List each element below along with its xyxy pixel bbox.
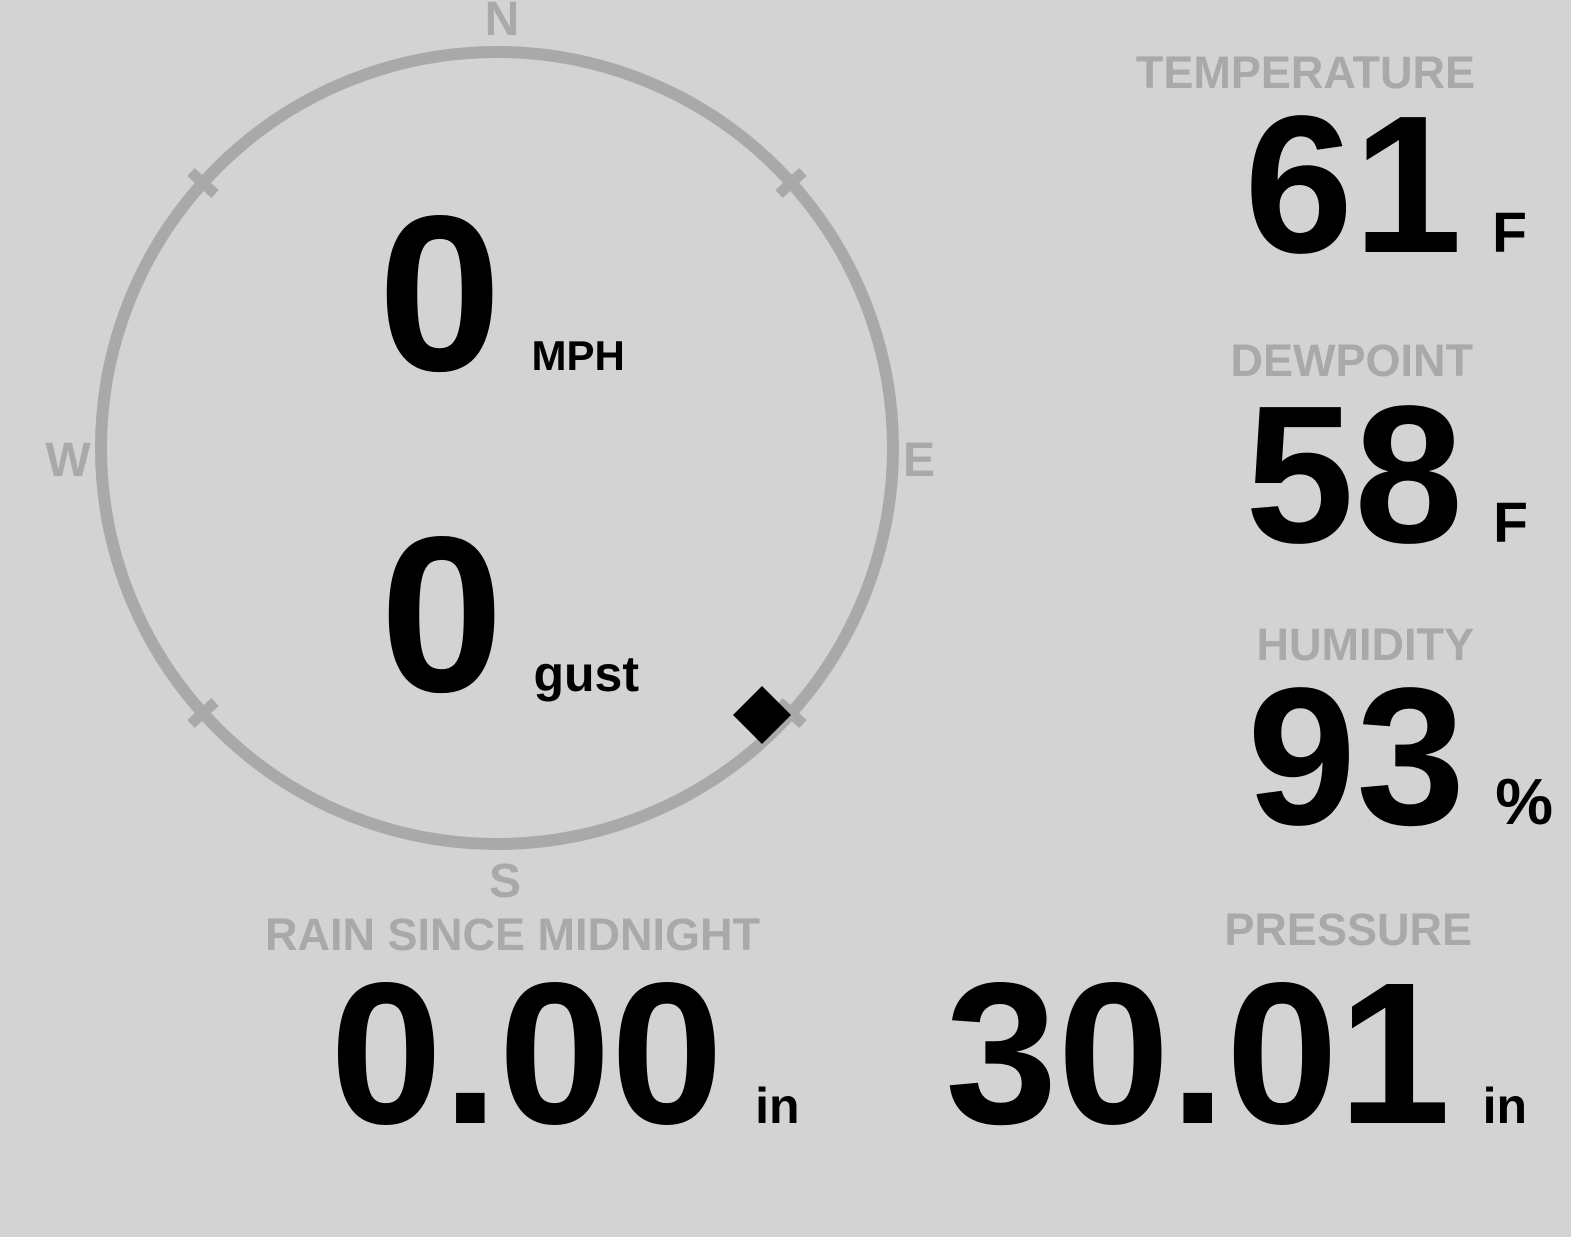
temperature-label: TEMPERATURE xyxy=(1135,47,1475,98)
wind-direction-marker-icon xyxy=(733,686,791,744)
wind-speed-readout: 0 MPH xyxy=(378,183,625,405)
rain-unit: in xyxy=(755,1078,800,1134)
wind-gust-readout: 0 gust xyxy=(380,504,639,726)
temperature-unit: F xyxy=(1492,201,1527,265)
rain-value: 0.00 xyxy=(330,940,724,1166)
compass-label-east: E xyxy=(902,434,936,487)
wind-gust-value: 0 xyxy=(380,491,504,739)
compass-tick-sw xyxy=(187,697,219,729)
compass-label-west: W xyxy=(45,434,91,487)
temperature-value: 61 xyxy=(1244,75,1463,294)
wind-speed-unit: MPH xyxy=(531,332,625,379)
dewpoint-unit: F xyxy=(1493,491,1528,555)
temperature-readout: 61 F xyxy=(1244,87,1527,283)
rain-label: RAIN SINCE MIDNIGHT xyxy=(265,909,760,960)
dewpoint-label: DEWPOINT xyxy=(1230,335,1474,386)
rain-readout: 0.00 in xyxy=(330,952,800,1154)
humidity-readout: 93 % xyxy=(1247,659,1553,855)
wind-compass-dial xyxy=(95,46,899,850)
wind-gust-unit: gust xyxy=(533,646,640,702)
pressure-value: 30.01 xyxy=(945,940,1451,1166)
compass-tick-ne xyxy=(775,167,807,199)
pressure-readout: 30.01 in xyxy=(945,952,1527,1154)
compass-circle xyxy=(95,46,899,850)
compass-label-north: N xyxy=(484,0,520,46)
wind-speed-value: 0 xyxy=(378,170,502,418)
humidity-label: HUMIDITY xyxy=(1256,619,1475,670)
pressure-unit: in xyxy=(1482,1078,1527,1134)
dewpoint-readout: 58 F xyxy=(1245,377,1528,573)
compass-tick-nw xyxy=(187,167,219,199)
humidity-value: 93 xyxy=(1247,647,1466,866)
compass-tick-se xyxy=(775,697,807,729)
compass-label-south: S xyxy=(488,855,522,908)
humidity-unit: % xyxy=(1495,765,1553,838)
dewpoint-value: 58 xyxy=(1245,365,1464,584)
pressure-label: PRESSURE xyxy=(1224,904,1472,955)
